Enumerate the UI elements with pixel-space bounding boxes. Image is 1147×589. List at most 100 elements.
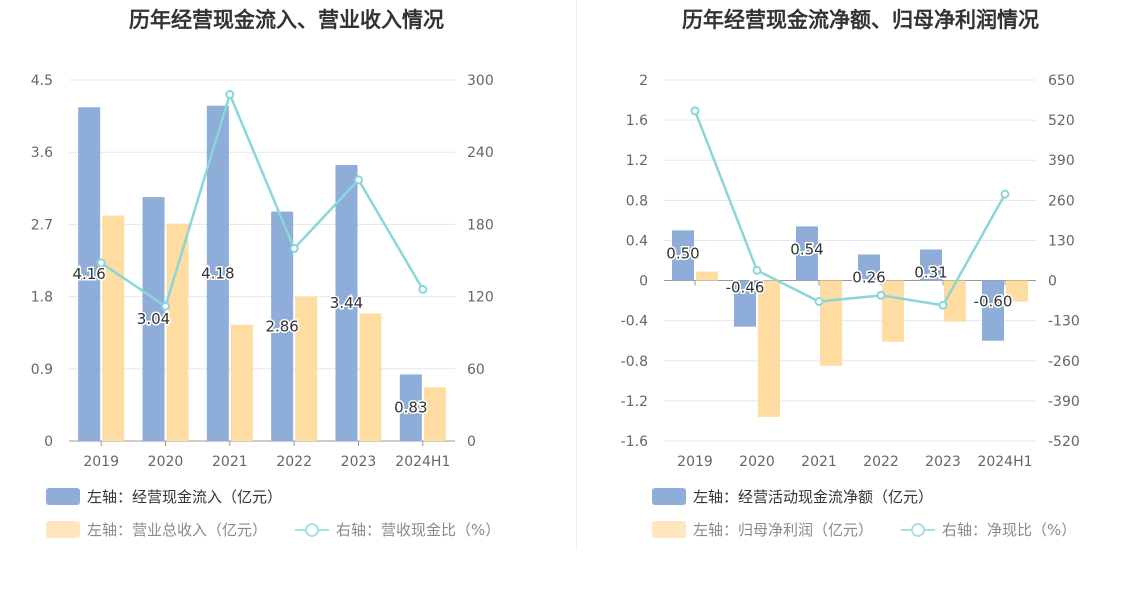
y-left-tick-label: -1.2 [621, 394, 648, 410]
bar-series-2 [944, 280, 966, 322]
y-right-tick-label: 650 [1048, 73, 1075, 89]
line-point [938, 300, 948, 310]
data-label: 0.26 [852, 268, 885, 286]
bar-series-2 [295, 296, 318, 441]
y-left-tick-label: 1.8 [31, 290, 53, 306]
legend-item-cash-inflow[interactable]: 左轴：经营现金流入（亿元） [46, 486, 282, 507]
y-right-tick-label: 0 [1048, 274, 1057, 290]
legend-label: 左轴：营业总收入（亿元） [87, 521, 268, 539]
x-tick-label: 2024H1 [395, 454, 450, 470]
chart-left: 0 0.9 1.8 2.7 3.6 4.5 0 60 120 180 240 300 2019 2020 2… [31, 73, 494, 470]
data-label: 0.83 [394, 399, 427, 417]
bar-series-1 [335, 165, 358, 441]
y-right-tick-label: 520 [1048, 113, 1075, 129]
line-point [418, 284, 428, 294]
x-tick-label: 2019 [83, 454, 119, 470]
y-left-tick-label: 1.2 [626, 153, 648, 169]
bar-series-1 [796, 226, 818, 281]
y-right-tick-label: 0 [467, 434, 476, 450]
y-left-tick-label: 2 [639, 73, 648, 89]
chart-title-right: 历年经营现金流净额、归母净利润情况 [682, 8, 1039, 32]
bar-series-2 [102, 215, 125, 441]
y-left-tick-label: 0 [639, 274, 648, 290]
bar-series-1 [982, 280, 1004, 341]
bar-series-1 [858, 254, 880, 281]
x-tick-label: 2020 [739, 454, 775, 470]
legend-item-cash-ratio[interactable]: 右轴：营收现金比（%） [295, 519, 500, 540]
data-label: 0.54 [790, 240, 823, 258]
y-left-tick-label: 0.9 [31, 362, 53, 378]
y-right-tick-label: -390 [1048, 394, 1080, 410]
line-point [96, 258, 106, 268]
data-label: 4.18 [201, 264, 234, 282]
data-label: -0.60 [974, 293, 1013, 311]
bar-series-1 [734, 280, 756, 327]
legend-item-net-profit[interactable]: 左轴：归母净利润（亿元） [652, 519, 873, 540]
bar-series-2 [423, 387, 446, 441]
legend-item-net-cash-ratio[interactable]: 右轴：净现比（%） [901, 519, 1076, 540]
data-label: 3.44 [330, 294, 363, 312]
chart-title-left: 历年经营现金流入、营业收入情况 [129, 8, 444, 32]
x-tick-label: 2020 [148, 454, 184, 470]
y-left-tick-label: -0.8 [621, 354, 648, 370]
legend-label: 右轴：营收现金比（%） [336, 521, 501, 539]
x-tick-label: 2019 [677, 454, 713, 470]
line-point [1000, 189, 1010, 199]
chart-panel-right: 历年经营现金流净额、归母净利润情况 -1.6 -1.2 -0.8 -0.4 0 0.4 0.… [574, 0, 1147, 589]
data-label: 0.31 [914, 263, 947, 281]
y-left-tick-label: 4.5 [31, 73, 53, 89]
legend-item-revenue[interactable]: 左轴：营业总收入（亿元） [46, 519, 267, 540]
y-left-tick-label: -0.4 [621, 314, 648, 330]
y-right-tick-label: 60 [467, 362, 485, 378]
bar-series-2 [820, 280, 842, 366]
bar-series-2 [359, 313, 382, 441]
chart-right: -1.6 -1.2 -0.8 -0.4 0 0.4 0.8 1.2 1.6 2 -520 -390 -2… [621, 73, 1080, 470]
bar-series-1 [399, 374, 422, 441]
line-point [876, 290, 886, 300]
y-right-tick-label: 130 [1048, 233, 1075, 249]
legend-item-net-cash-flow[interactable]: 左轴：经营活动现金流净额（亿元） [652, 486, 933, 507]
line-point [161, 301, 170, 311]
x-tick-label: 2022 [863, 454, 899, 470]
line-point [814, 297, 824, 307]
bar-series-1 [206, 105, 229, 441]
y-left-tick-label: 2.7 [31, 217, 53, 233]
y-left-tick-label: 1.6 [626, 113, 648, 129]
data-label: 2.86 [265, 317, 298, 335]
bar-series-2 [758, 280, 780, 417]
y-right-tick-label: -520 [1048, 434, 1080, 450]
y-right-tick-label: 260 [1048, 193, 1075, 209]
chart-panel-left: 历年经营现金流入、营业收入情况 0 0.9 1.8 2.7 3.6 4.5 0 60 120 18… [0, 0, 573, 589]
x-tick-label: 2023 [925, 454, 961, 470]
x-tick-label: 2022 [276, 454, 312, 470]
y-right-tick-label: -130 [1048, 314, 1080, 330]
line-point [690, 106, 700, 116]
data-label: -0.46 [726, 279, 765, 297]
legend-swatch-bar2 [46, 521, 80, 538]
y-right-tick-label: 180 [467, 217, 494, 233]
data-label: 4.16 [72, 265, 105, 283]
bar-series-1 [142, 197, 165, 441]
legend-swatch-bar2 [652, 521, 686, 538]
line-point [289, 243, 299, 253]
legend-swatch-line [901, 521, 935, 539]
y-right-tick-label: 390 [1048, 153, 1075, 169]
legend-label: 左轴：经营活动现金流净额（亿元） [693, 488, 934, 506]
y-right-tick-label: -260 [1048, 354, 1080, 370]
y-left-tick-label: 0.4 [626, 233, 648, 249]
legend-swatch-line [295, 521, 329, 539]
line-series [100, 90, 424, 309]
legend-swatch-bar1 [46, 488, 80, 505]
bar-series-2 [166, 223, 189, 441]
legend-label: 左轴：经营现金流入（亿元） [87, 488, 283, 506]
y-left-tick-label: 0.8 [626, 193, 648, 209]
x-tick-label: 2021 [212, 454, 248, 470]
x-tick-label: 2021 [801, 454, 837, 470]
line-point [354, 175, 363, 185]
bar-series-2 [230, 324, 253, 441]
data-label: 3.04 [137, 310, 170, 328]
x-tick-label: 2023 [341, 454, 377, 470]
bar-series-2 [882, 280, 904, 342]
y-right-tick-label: 300 [467, 73, 494, 89]
bar-series-1 [672, 230, 694, 281]
